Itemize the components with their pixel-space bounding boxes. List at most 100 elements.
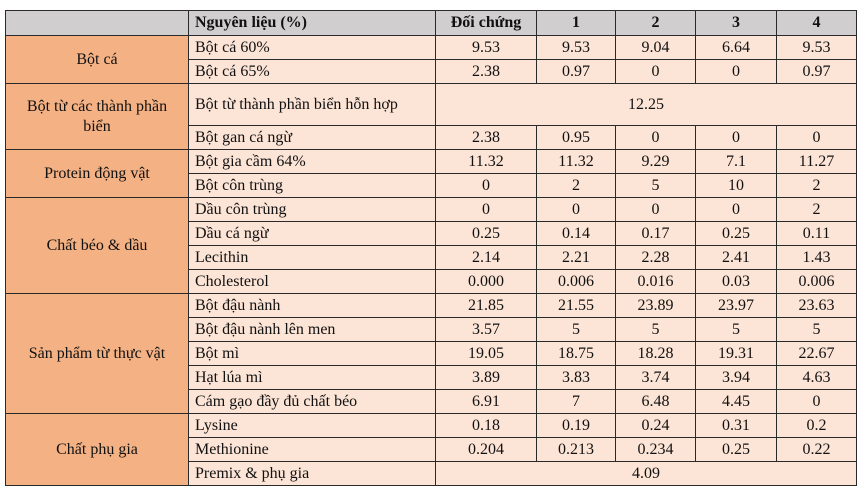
group-cell: Sản phẩm từ thực vật xyxy=(5,293,189,414)
header-group xyxy=(5,10,189,36)
table-row: Bột mì 19.05 18.75 18.28 19.31 22.67 xyxy=(6,341,857,366)
value-cell: 19.05 xyxy=(435,341,537,366)
value-cell: 22.67 xyxy=(776,341,857,366)
table-row: Sản phẩm từ thực vật Bột đậu nành 21.85 21.… xyxy=(5,293,857,414)
header-row: Nguyên liệu (%) Đối chứng 1 2 3 4 xyxy=(5,10,857,36)
value-cell: 0.18 xyxy=(435,413,537,438)
table-row: Bột gan cá ngừ 2.38 0.95 0 0 0 xyxy=(6,125,857,150)
value-cell: 0.24 xyxy=(615,413,696,438)
table-row: Protein động vật Bột gia cầm 64% 11.32 11.3… xyxy=(5,149,857,198)
value-cell: 5 xyxy=(615,317,696,342)
ingredient-cell: Cholesterol xyxy=(188,269,436,294)
value-cell: 0.234 xyxy=(615,437,696,462)
value-cell: 0.25 xyxy=(695,437,777,462)
value-cell: 0.97 xyxy=(776,59,857,84)
value-cell: 0.95 xyxy=(536,125,616,150)
value-cell: 0.22 xyxy=(776,437,857,462)
value-cell: 9.04 xyxy=(615,35,696,60)
header-column-2: 2 xyxy=(615,10,696,36)
header-ingredient: Nguyên liệu (%) xyxy=(188,10,436,36)
header-column-control: Đối chứng xyxy=(435,10,537,36)
value-cell: 0.03 xyxy=(695,269,777,294)
table-row: Bột đậu nành lên men 3.57 5 5 5 5 xyxy=(6,317,857,342)
value-cell: 11.27 xyxy=(776,149,857,174)
value-cell: 5 xyxy=(695,317,777,342)
value-cell: 0.11 xyxy=(776,221,857,246)
value-cell: 2 xyxy=(536,173,616,198)
ingredient-cell: Bột gia cầm 64% xyxy=(188,149,436,174)
header-column-4: 4 xyxy=(776,10,857,36)
value-cell: 2.41 xyxy=(695,245,777,270)
value-cell: 0.2 xyxy=(776,413,857,438)
value-cell: 21.55 xyxy=(536,293,616,318)
ingredient-cell: Premix & phụ gia xyxy=(188,461,436,486)
group-cell: Bột từ các thành phần biển xyxy=(5,83,189,150)
ingredient-cell: Bột cá 60% xyxy=(188,35,436,60)
ingredient-cell: Bột cá 65% xyxy=(188,59,436,84)
ingredient-cell: Bột côn trùng xyxy=(188,173,436,198)
value-cell: 11.32 xyxy=(536,149,616,174)
header-column-3: 3 xyxy=(695,10,777,36)
value-cell: 3.57 xyxy=(435,317,537,342)
value-cell: 11.32 xyxy=(435,149,537,174)
value-cell: 3.94 xyxy=(695,365,777,390)
value-cell: 0 xyxy=(615,197,696,222)
value-cell: 0.31 xyxy=(695,413,777,438)
value-cell: 9.29 xyxy=(615,149,696,174)
value-cell: 0 xyxy=(536,197,616,222)
header-column-1: 1 xyxy=(536,10,616,36)
ingredient-cell: Bột gan cá ngừ xyxy=(188,125,436,150)
value-cell: 9.53 xyxy=(536,35,616,60)
group-cell: Chất phụ gia xyxy=(5,413,189,486)
value-cell: 2 xyxy=(776,173,857,198)
ingredient-cell: Lysine xyxy=(188,413,436,438)
value-cell: 5 xyxy=(776,317,857,342)
value-cell: 0 xyxy=(435,173,537,198)
value-cell: 3.89 xyxy=(435,365,537,390)
value-cell: 0 xyxy=(615,125,696,150)
value-cell: 18.75 xyxy=(536,341,616,366)
table-row: Cám gạo đầy đủ chất béo 6.91 7 6.48 4.45 0 xyxy=(6,389,857,414)
merged-value-cell: 12.25 xyxy=(435,83,857,126)
ingredient-cell: Bột từ thành phần biển hỗn hợp xyxy=(188,83,436,126)
merged-value-cell: 4.09 xyxy=(435,461,857,486)
value-cell: 4.45 xyxy=(695,389,777,414)
value-cell: 0 xyxy=(695,197,777,222)
table-row: Dầu cá ngừ 0.25 0.14 0.17 0.25 0.11 xyxy=(6,221,857,246)
table-row: Hạt lúa mì 3.89 3.83 3.74 3.94 4.63 xyxy=(6,365,857,390)
value-cell: 0.97 xyxy=(536,59,616,84)
group-cell: Chất béo & dầu xyxy=(5,197,189,294)
value-cell: 2.21 xyxy=(536,245,616,270)
value-cell: 0.213 xyxy=(536,437,616,462)
value-cell: 0.000 xyxy=(435,269,537,294)
value-cell: 0.016 xyxy=(615,269,696,294)
value-cell: 23.97 xyxy=(695,293,777,318)
value-cell: 0 xyxy=(695,59,777,84)
table-row: Bột côn trùng 0 2 5 10 2 xyxy=(6,173,857,198)
value-cell: 21.85 xyxy=(435,293,537,318)
value-cell: 0 xyxy=(776,389,857,414)
value-cell: 23.63 xyxy=(776,293,857,318)
value-cell: 2.38 xyxy=(435,125,537,150)
ingredient-cell: Methionine xyxy=(188,437,436,462)
value-cell: 7 xyxy=(536,389,616,414)
value-cell: 18.28 xyxy=(615,341,696,366)
feed-formulation-table: Nguyên liệu (%) Đối chứng 1 2 3 4 Bột cá Bột … xyxy=(5,10,857,486)
ingredient-cell: Lecithin xyxy=(188,245,436,270)
value-cell: 0.25 xyxy=(435,221,537,246)
table-row: Lecithin 2.14 2.21 2.28 2.41 1.43 xyxy=(6,245,857,270)
table-row: Bột từ các thành phần biển Bột từ thành p… xyxy=(5,83,857,150)
value-cell: 0 xyxy=(615,59,696,84)
value-cell: 0.204 xyxy=(435,437,537,462)
value-cell: 23.89 xyxy=(615,293,696,318)
table-row: Premix & phụ gia 4.09 xyxy=(6,461,857,486)
value-cell: 4.63 xyxy=(776,365,857,390)
ingredient-cell: Bột đậu nành xyxy=(188,293,436,318)
value-cell: 1.43 xyxy=(776,245,857,270)
value-cell: 0.19 xyxy=(536,413,616,438)
table-row: Bột cá 65% 2.38 0.97 0 0 0.97 xyxy=(6,59,857,84)
value-cell: 10 xyxy=(695,173,777,198)
table-row: Chất béo & dầu Dầu côn trùng 0 0 0 0 2 xyxy=(5,197,857,294)
value-cell: 0 xyxy=(435,197,537,222)
value-cell: 0.006 xyxy=(776,269,857,294)
